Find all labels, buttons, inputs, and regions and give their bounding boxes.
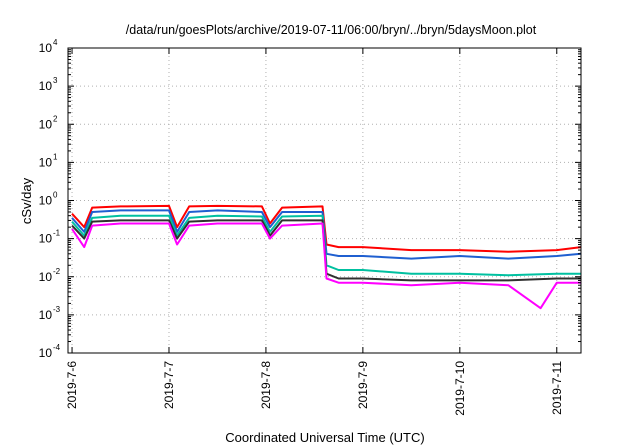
y-tick-exponent: -3 xyxy=(53,305,61,314)
series-line-2 xyxy=(71,209,582,260)
y-tick-label: 10 xyxy=(39,270,53,284)
y-axis-label: cSv/day xyxy=(19,177,34,224)
y-tick-exponent: -4 xyxy=(53,343,61,352)
x-axis-label: Coordinated Universal Time (UTC) xyxy=(225,430,424,445)
y-tick-label: 10 xyxy=(39,79,53,93)
x-tick-label: 2019-7-10 xyxy=(453,361,467,416)
y-tick-exponent: 3 xyxy=(53,76,58,85)
series-line-5 xyxy=(71,222,581,310)
grid xyxy=(68,48,581,353)
y-tick-label: 10 xyxy=(39,194,53,208)
x-tick-label: 2019-7-11 xyxy=(550,361,564,415)
y-tick-label: 10 xyxy=(39,155,53,169)
x-tick-label: 2019-7-6 xyxy=(65,361,79,409)
chart-title: /data/run/goesPlots/archive/2019-07-11/0… xyxy=(126,23,537,37)
y-tick-exponent: -1 xyxy=(53,229,61,238)
x-tick-label: 2019-7-9 xyxy=(356,361,370,409)
y-tick-label: 10 xyxy=(39,41,53,55)
series-line-1 xyxy=(71,204,582,253)
y-tick-exponent: 2 xyxy=(53,114,58,123)
y-tick-label: 10 xyxy=(39,308,53,322)
y-tick-label: 10 xyxy=(39,232,53,246)
x-ticks: 2019-7-6 2019-7-7 2019-7-8 2019-7-9 2019-7-1… xyxy=(65,48,564,416)
y-tick-exponent: 0 xyxy=(53,191,58,200)
y-tick-exponent: 4 xyxy=(53,38,58,47)
x-tick-label: 2019-7-7 xyxy=(162,361,176,409)
series-line-4 xyxy=(71,219,581,282)
y-tick-label: 10 xyxy=(39,346,53,360)
series-line-3 xyxy=(71,214,581,277)
y-tick-exponent: -2 xyxy=(53,267,61,276)
y-tick-exponent: 1 xyxy=(53,152,58,161)
series-group xyxy=(71,204,582,310)
y-tick-label: 10 xyxy=(39,117,53,131)
x-tick-label: 2019-7-8 xyxy=(259,361,273,409)
